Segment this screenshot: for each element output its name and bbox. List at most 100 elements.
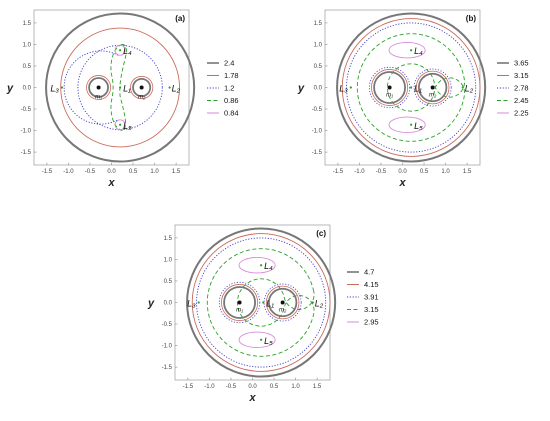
- y-axis-label: y: [297, 83, 305, 95]
- x-tick-label: 0.5: [129, 169, 138, 175]
- contour-mass-red: [265, 285, 300, 320]
- x-axis-label: x: [107, 177, 115, 189]
- contour-tadpole-pink: [114, 119, 126, 131]
- legend-label: 2.95: [364, 318, 379, 327]
- contour-outer-red: [191, 233, 331, 372]
- contour-mass-blue: [218, 281, 261, 324]
- contour-tadpole-pink: [388, 42, 426, 59]
- legend-label: 2.25: [514, 109, 529, 118]
- x-tick-label: -1.0: [204, 384, 215, 390]
- mass-dot-m1: [237, 300, 242, 305]
- contour-outer-blue: [196, 237, 327, 368]
- lagrange-point-label: L₂: [315, 299, 324, 309]
- mass-label-m1: m₁: [95, 95, 102, 101]
- lagrange-point-label: L₅: [264, 336, 273, 346]
- y-tick-label: -1.0: [162, 344, 173, 350]
- x-tick-label: -1.5: [183, 384, 194, 390]
- y-tick-label: 1.5: [314, 21, 323, 27]
- contour-tadpole-pink: [238, 257, 276, 274]
- lagrange-point-marker: [60, 86, 64, 89]
- mass-label-m2: m₂: [279, 308, 287, 314]
- lagrange-point-label: L₂: [465, 84, 474, 94]
- y-tick-label: 1.0: [164, 257, 173, 263]
- x-tick-label: 0.0: [398, 169, 407, 175]
- y-tick-label: -0.5: [312, 107, 323, 113]
- contour-tadpole-green: [110, 43, 127, 132]
- lagrange-point-label: L₃: [50, 84, 59, 94]
- contour-mass-gray: [132, 77, 152, 98]
- contour-mass-gray: [267, 287, 298, 318]
- x-tick-label: -1.0: [63, 169, 74, 175]
- lagrange-point-marker: [260, 264, 263, 267]
- legend-label: 4.7: [364, 268, 374, 277]
- contour-mass-gray: [223, 286, 256, 319]
- contour-mass-red: [86, 75, 112, 100]
- x-tick-label: -0.5: [85, 169, 96, 175]
- contour-mass-blue: [413, 68, 452, 107]
- contour-outer-gray: [336, 12, 487, 163]
- legend-label: 0.86: [224, 96, 239, 105]
- contour-tadpole-pink: [388, 116, 426, 133]
- contour-mass-gray: [88, 77, 109, 98]
- mass-label-m1: m₁: [236, 308, 243, 314]
- lagrange-point-marker: [197, 301, 200, 304]
- y-axis-label: y: [6, 83, 14, 95]
- contour-outer-red: [60, 27, 180, 148]
- lagrange-point-label: L₅: [123, 121, 132, 131]
- mass-dot-m2: [280, 300, 285, 305]
- y-tick-label: 0.0: [23, 86, 32, 92]
- lagrange-point-marker: [168, 86, 171, 89]
- mass-label-m2: m₂: [429, 93, 437, 99]
- y-tick-label: -1.5: [162, 365, 173, 371]
- x-tick-label: 1.5: [313, 384, 322, 390]
- y-tick-label: -0.5: [162, 322, 173, 328]
- x-tick-label: -1.5: [333, 169, 344, 175]
- lagrange-point-marker: [410, 86, 413, 89]
- x-tick-label: 1.5: [172, 169, 181, 175]
- x-tick-label: -0.5: [226, 384, 237, 390]
- x-tick-label: 1.0: [291, 384, 300, 390]
- contour-mass-red: [130, 75, 154, 100]
- lagrange-point-label: L₁: [123, 84, 131, 94]
- contour-mass-red: [415, 70, 450, 105]
- x-tick-label: 0.0: [107, 169, 116, 175]
- lagrange-point-marker: [262, 301, 265, 304]
- lagrange-point-label: L₄: [123, 46, 132, 56]
- x-tick-label: 1.0: [441, 169, 450, 175]
- x-tick-label: -0.5: [376, 169, 387, 175]
- y-tick-label: 1.0: [23, 42, 32, 48]
- y-tick-label: 1.0: [314, 42, 323, 48]
- plot-frame: [33, 9, 190, 166]
- y-tick-label: 1.5: [164, 236, 173, 242]
- lagrange-point-marker: [260, 338, 263, 341]
- contour-mass-red: [221, 284, 259, 321]
- x-tick-label: -1.0: [354, 169, 365, 175]
- y-tick-label: 0.0: [164, 301, 173, 307]
- contour-mass-red: [371, 69, 409, 106]
- x-axis-label: x: [398, 177, 406, 189]
- y-tick-label: -0.5: [21, 107, 32, 113]
- plot-frame: [324, 9, 481, 166]
- contour-mass-gray: [373, 71, 406, 104]
- mass-label-m1: m₁: [386, 93, 393, 99]
- panel-tag: (c): [316, 229, 326, 238]
- x-tick-label: 0.0: [248, 384, 257, 390]
- y-tick-label: -1.5: [21, 150, 32, 156]
- legend-label: 3.91: [364, 293, 379, 302]
- x-tick-label: 0.5: [270, 384, 279, 390]
- lagrange-point-marker: [119, 86, 122, 89]
- y-tick-label: -1.0: [21, 129, 32, 135]
- lagrange-point-label: L₁: [414, 84, 422, 94]
- contour-outer-blue: [77, 44, 163, 131]
- lagrange-point-marker: [461, 86, 464, 89]
- lagrange-point-marker: [119, 49, 122, 52]
- mass-dot-m1: [96, 85, 101, 90]
- mass-dot-m2: [139, 85, 144, 90]
- lagrange-point-marker: [410, 49, 413, 52]
- legend-label: 0.84: [224, 109, 239, 118]
- contour-horseshoe-green: [206, 248, 315, 357]
- legend-label: 4.15: [364, 280, 379, 289]
- lagrange-point-marker: [311, 301, 314, 304]
